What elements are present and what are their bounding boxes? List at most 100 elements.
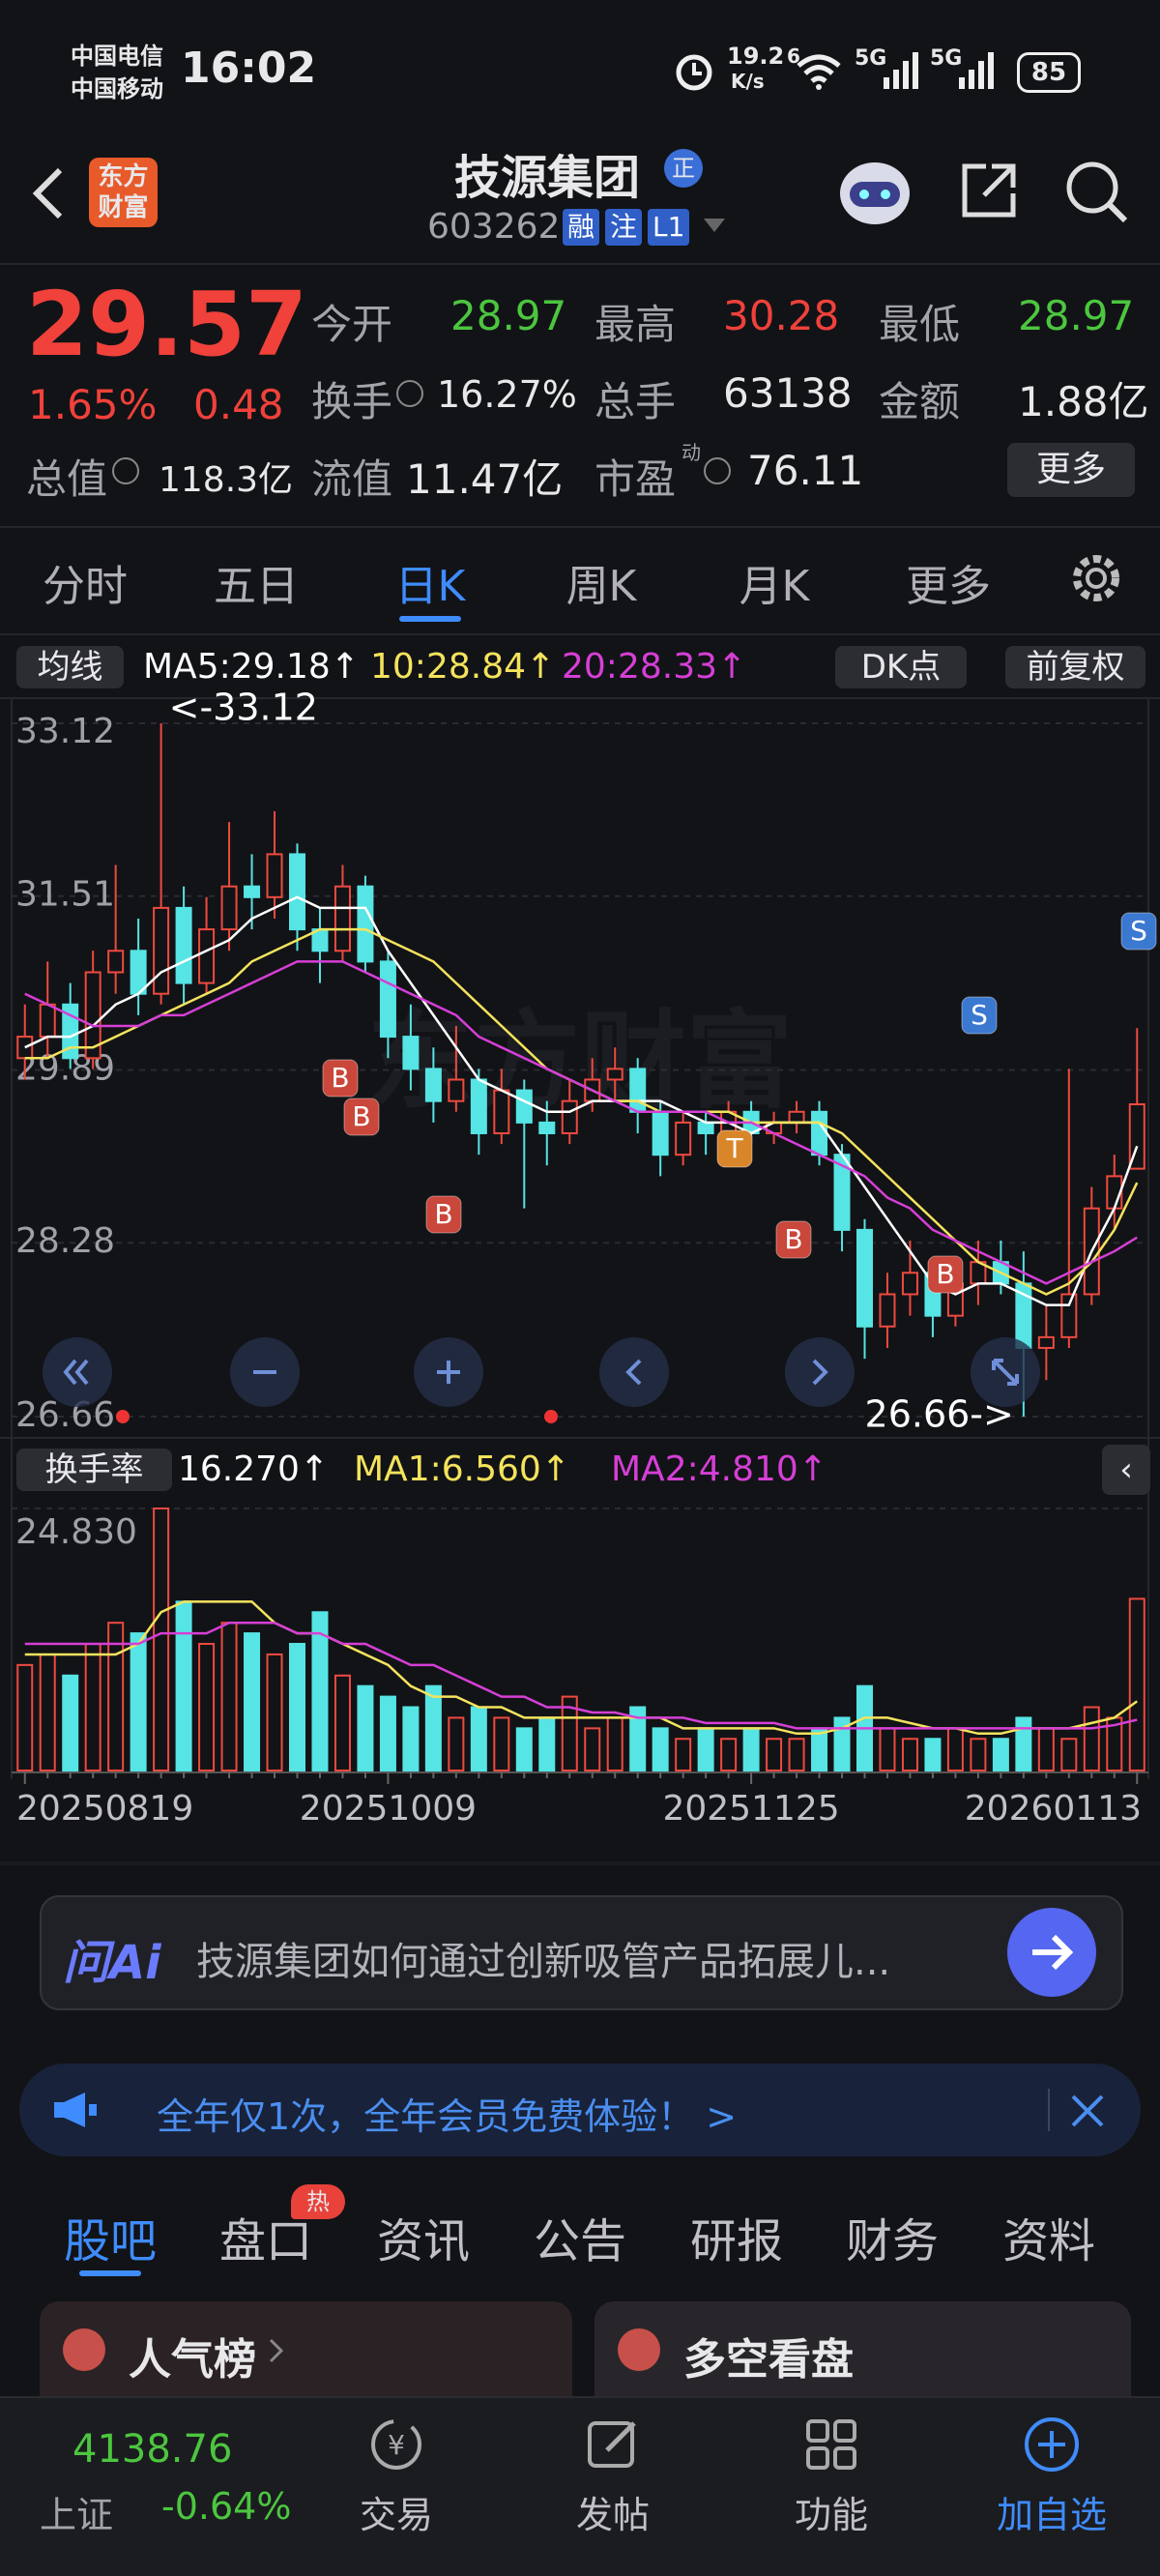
signal-marker: B	[343, 1098, 380, 1136]
card-icon	[63, 2328, 105, 2371]
banner-text: 全年仅1次，全年会员免费体验！ >	[157, 2095, 738, 2138]
period-tab[interactable]: 周K	[566, 562, 637, 611]
content-tab[interactable]: 财务	[845, 2214, 939, 2269]
content-tab[interactable]: 资料	[1001, 2214, 1095, 2269]
carrier: 中国电信	[71, 43, 163, 70]
field-label: 市盈	[594, 455, 677, 503]
candle-body	[379, 960, 396, 1039]
chart-control[interactable]	[785, 1337, 855, 1407]
turnover-bar	[16, 1663, 34, 1771]
candle-body	[652, 1110, 669, 1156]
dropdown-icon[interactable]	[704, 219, 725, 234]
tags: 融注 L1	[563, 209, 690, 246]
stock-name: 技源集团	[454, 151, 641, 205]
nav-item[interactable]: 功能	[794, 2494, 868, 2536]
signal-label: B	[331, 1062, 349, 1094]
turnover-bar	[901, 1738, 918, 1771]
period-tab[interactable]: 更多	[906, 562, 991, 611]
signal-label: 5G	[855, 46, 887, 71]
indicator-button[interactable]: 均线	[16, 646, 124, 688]
period-tab[interactable]: 日K	[394, 562, 466, 611]
turnover-bar	[515, 1727, 533, 1772]
field-value: 118.3亿	[159, 460, 294, 500]
candle-body	[334, 885, 351, 952]
content-tab[interactable]: 研报	[689, 2214, 783, 2269]
close-button[interactable]	[1069, 2093, 1106, 2129]
field-value: 1.88亿	[1018, 378, 1149, 425]
wifi-icon	[797, 54, 841, 90]
battery: 85	[1017, 52, 1081, 93]
turnover-bar	[266, 1653, 283, 1771]
turnover-label: MA1:6.560↑	[354, 1449, 570, 1489]
candle-body	[107, 950, 125, 974]
candle-body	[493, 1089, 510, 1134]
signal-marker: S	[1120, 912, 1157, 951]
turnover-label: MA2:4.810↑	[611, 1449, 827, 1489]
index-value[interactable]: 4138.76	[72, 2427, 233, 2472]
signal-label: S	[971, 999, 988, 1031]
info-icon[interactable]	[396, 380, 423, 407]
info-icon[interactable]	[704, 457, 731, 484]
back-button[interactable]	[27, 164, 70, 222]
content-tab[interactable]: 股吧	[63, 2214, 157, 2269]
turnover-bar	[946, 1727, 964, 1772]
badge: 正	[664, 149, 703, 188]
candle-body	[84, 971, 102, 1060]
ai-prompt: 技源集团如何通过创新吸管产品拓展儿...	[196, 1940, 891, 1984]
stock-code: 603262	[427, 207, 561, 247]
content-tab[interactable]: 盘口	[218, 2214, 312, 2269]
turnover-bar	[788, 1738, 805, 1771]
adjust-button[interactable]: 前复权	[1005, 646, 1146, 688]
content-tab[interactable]: 公告	[533, 2214, 626, 2269]
chevron	[269, 2338, 284, 2363]
period-tab[interactable]: 五日	[214, 562, 299, 611]
candle-body	[606, 1068, 624, 1081]
candle-body	[697, 1121, 714, 1134]
turnover-bar	[470, 1706, 487, 1771]
control-glyph	[812, 1359, 828, 1386]
promo-banner[interactable]: 全年仅1次，全年会员免费体验！ >	[19, 2064, 1141, 2156]
content-tab[interactable]: 资讯	[376, 2214, 470, 2269]
dk-button[interactable]: DK点	[835, 646, 967, 688]
indicator-dot	[116, 1410, 130, 1423]
candle-body	[561, 1099, 578, 1134]
signal-box	[927, 1255, 964, 1294]
signal-marker: T	[716, 1129, 753, 1168]
ai-send-button[interactable]	[1007, 1908, 1096, 1997]
signal-icon	[884, 52, 918, 89]
more-button[interactable]: 更多	[1007, 443, 1135, 497]
field-value: 28.97	[450, 292, 567, 339]
signal-marker: B	[425, 1195, 462, 1234]
price: 29.57	[26, 273, 308, 376]
control-glyph	[992, 1359, 1019, 1386]
chart-control[interactable]	[599, 1337, 669, 1407]
search-button[interactable]	[1063, 159, 1131, 226]
nav-item[interactable]: 加自选	[996, 2494, 1107, 2536]
turnover-bar	[992, 1738, 1009, 1771]
card-title: 人气榜	[129, 2335, 256, 2385]
field-label: 金额	[879, 378, 961, 425]
candle-body	[470, 1078, 487, 1134]
nav-item[interactable]: 交易	[359, 2494, 433, 2536]
tag: L1	[648, 209, 690, 246]
turnover-bar	[629, 1706, 647, 1771]
turnover-bar	[1060, 1738, 1078, 1771]
candle-body	[220, 885, 238, 931]
settings-button[interactable]	[1067, 549, 1125, 607]
candle-body	[175, 906, 192, 984]
turnover-bar	[970, 1738, 987, 1771]
share-button[interactable]	[957, 159, 1021, 222]
indicator-button[interactable]: 换手率	[16, 1449, 172, 1491]
bottom-nav: 4138.76 上证 -0.64% ¥	[0, 2396, 1160, 2576]
period-tab[interactable]: 月K	[739, 562, 810, 611]
turnover-bar	[357, 1684, 374, 1772]
nav-item[interactable]: 发帖	[575, 2494, 650, 2536]
clock: 16:02	[181, 44, 317, 93]
collapse-button[interactable]: ‹	[1102, 1445, 1150, 1495]
ai-bar[interactable]: 问Ai 技源集团如何通过创新吸管产品拓展儿...	[40, 1895, 1123, 2010]
robot-icon[interactable]	[836, 155, 914, 228]
info-icon[interactable]	[112, 457, 139, 484]
turnover-bar	[107, 1622, 125, 1772]
field-label: 最高	[594, 301, 677, 348]
period-tab[interactable]: 分时	[43, 562, 128, 611]
